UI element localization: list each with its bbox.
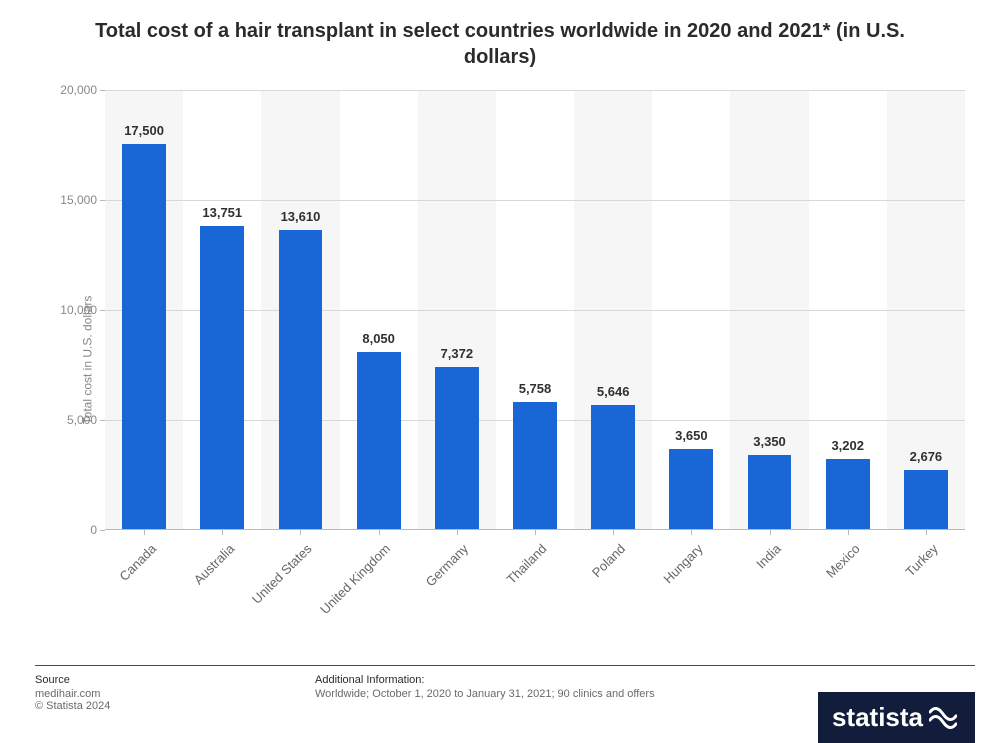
chart-container: Total cost in U.S. dollars 17,50013,7511… xyxy=(35,80,975,640)
x-tick-label: Thailand xyxy=(504,541,550,587)
x-tick-mark xyxy=(613,530,614,535)
bar: 17,500 xyxy=(122,144,166,529)
x-tick-mark xyxy=(535,530,536,535)
x-tick-mark xyxy=(926,530,927,535)
bar: 13,610 xyxy=(279,230,323,529)
bar: 5,646 xyxy=(591,405,635,529)
logo-text: statista xyxy=(832,702,923,733)
bar-value-label: 2,676 xyxy=(910,449,943,464)
bar-value-label: 3,202 xyxy=(831,438,864,453)
y-tick-label: 0 xyxy=(90,523,97,537)
x-tick-mark xyxy=(691,530,692,535)
x-tick-label: Germany xyxy=(423,541,471,589)
x-tick-mark xyxy=(144,530,145,535)
x-tick-mark xyxy=(222,530,223,535)
statista-logo: statista xyxy=(818,692,975,743)
chart-title: Total cost of a hair transplant in selec… xyxy=(0,0,1000,76)
y-tick-mark xyxy=(100,310,105,311)
source-line-2: © Statista 2024 xyxy=(35,700,315,712)
bar: 3,350 xyxy=(748,455,792,529)
bar: 7,372 xyxy=(435,367,479,529)
x-tick-mark xyxy=(770,530,771,535)
bar-value-label: 17,500 xyxy=(124,123,164,138)
y-tick-label: 20,000 xyxy=(60,83,97,97)
x-tick-mark xyxy=(300,530,301,535)
bar-value-label: 5,646 xyxy=(597,384,630,399)
bar: 8,050 xyxy=(357,352,401,529)
bar: 3,202 xyxy=(826,459,870,529)
bar-value-label: 5,758 xyxy=(519,381,552,396)
bar-value-label: 13,610 xyxy=(281,209,321,224)
bar-value-label: 13,751 xyxy=(202,205,242,220)
bar-value-label: 7,372 xyxy=(441,346,474,361)
y-tick-mark xyxy=(100,420,105,421)
x-tick-label: Hungary xyxy=(661,541,706,586)
y-tick-mark xyxy=(100,530,105,531)
x-tick-label: Canada xyxy=(116,541,159,584)
x-tick-mark xyxy=(457,530,458,535)
bar-value-label: 3,350 xyxy=(753,434,786,449)
bar: 5,758 xyxy=(513,402,557,529)
y-tick-label: 15,000 xyxy=(60,193,97,207)
y-tick-label: 5,000 xyxy=(67,413,97,427)
bar: 3,650 xyxy=(669,449,713,529)
footer-source-col: Source medihair.com © Statista 2024 xyxy=(35,674,315,743)
y-tick-mark xyxy=(100,200,105,201)
footer: Source medihair.com © Statista 2024 Addi… xyxy=(35,665,975,743)
logo-wave-icon xyxy=(929,706,957,730)
x-tick-label: Poland xyxy=(589,541,628,580)
x-tick-mark xyxy=(848,530,849,535)
source-line-1: medihair.com xyxy=(35,688,315,700)
y-tick-label: 10,000 xyxy=(60,303,97,317)
x-tick-label: United States xyxy=(249,541,315,607)
x-tick-mark xyxy=(379,530,380,535)
bar: 2,676 xyxy=(904,470,948,529)
x-tick-label: United Kingdom xyxy=(317,541,393,617)
bar: 13,751 xyxy=(200,226,244,529)
bar-value-label: 3,650 xyxy=(675,428,708,443)
info-heading: Additional Information: xyxy=(315,674,975,686)
x-tick-label: Turkey xyxy=(902,541,940,579)
bar-value-label: 8,050 xyxy=(362,331,395,346)
x-tick-label: Australia xyxy=(191,541,237,587)
plot-area: 17,500 13,751 13,610 8,050 7,372 5,758 5,646 3,… xyxy=(105,90,965,530)
source-heading: Source xyxy=(35,674,315,686)
x-axis-labels: Canada Australia United StatesUnited Kingd… xyxy=(105,535,965,635)
x-tick-label: India xyxy=(754,541,785,572)
x-tick-label: Mexico xyxy=(823,541,863,581)
y-tick-mark xyxy=(100,90,105,91)
bars-group: 17,500 13,751 13,610 8,050 7,372 5,758 5,646 3,… xyxy=(105,90,965,529)
